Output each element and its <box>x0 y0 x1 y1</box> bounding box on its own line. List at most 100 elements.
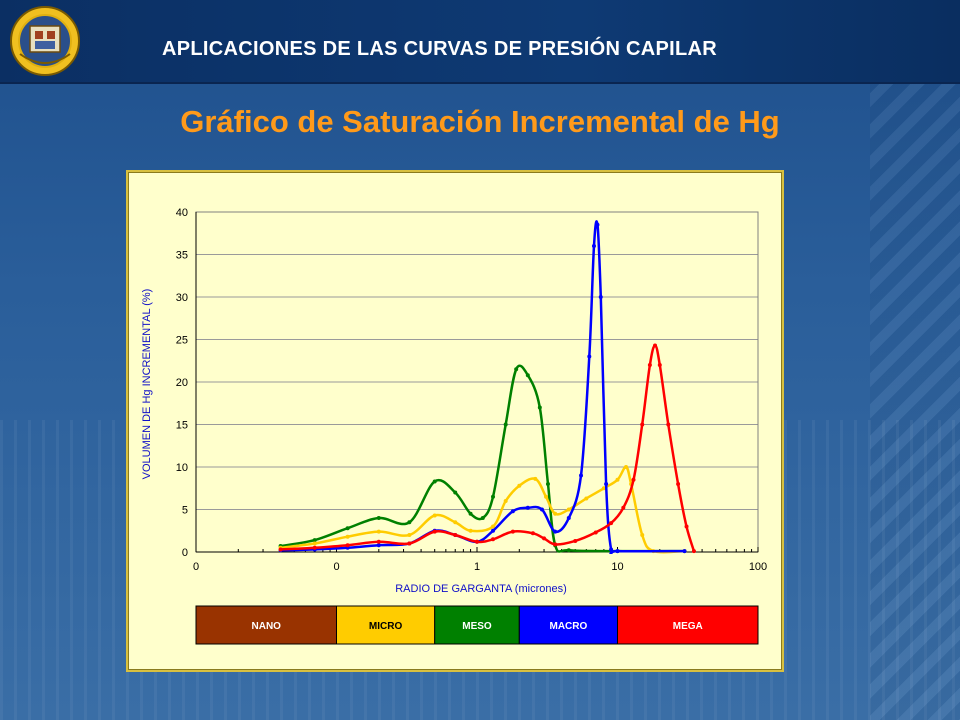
data-point <box>624 465 629 469</box>
data-point <box>432 529 437 534</box>
data-point <box>604 482 609 486</box>
data-point <box>539 507 544 512</box>
data-point <box>510 509 515 514</box>
data-point <box>491 537 496 542</box>
data-point <box>566 548 571 553</box>
size-class-bands: NANO MICRO MESO MACRO MEGA <box>195 605 759 645</box>
data-point <box>475 539 479 544</box>
data-point <box>345 526 350 531</box>
band-label: MEGA <box>673 621 703 632</box>
data-point <box>407 520 412 525</box>
data-point <box>593 530 598 535</box>
band-label: MACRO <box>550 621 588 632</box>
data-point <box>278 547 283 552</box>
data-point <box>545 482 550 486</box>
y-tick-label: 30 <box>176 292 188 304</box>
data-point <box>432 513 437 518</box>
data-point <box>453 520 458 525</box>
data-point <box>640 533 645 537</box>
data-point <box>684 524 689 529</box>
data-point <box>615 477 620 482</box>
data-point <box>407 533 412 537</box>
data-point <box>312 538 317 543</box>
data-point <box>491 524 496 529</box>
data-point <box>503 499 508 503</box>
band-label: MICRO <box>369 621 403 632</box>
band-meso <box>434 605 520 645</box>
data-point <box>312 541 317 546</box>
y-tick-label: 15 <box>176 420 188 432</box>
data-point <box>345 543 350 548</box>
y-tick-label: 5 <box>182 505 188 517</box>
data-point <box>468 528 473 533</box>
data-point <box>584 496 589 501</box>
data-point <box>647 363 652 367</box>
y-axis-label: VOLUMEN DE Hg INCREMENTAL (%) <box>141 289 153 480</box>
data-point <box>503 422 508 427</box>
y-tick-label: 0 <box>182 547 188 559</box>
x-tick-label: 0 <box>333 561 339 573</box>
data-point <box>566 507 571 512</box>
y-tick-label: 10 <box>176 462 188 474</box>
series-line <box>280 344 696 552</box>
data-point <box>553 529 558 534</box>
data-point <box>657 363 662 367</box>
x-axis-label: RADIO DE GARGANTA (micrones) <box>395 583 567 595</box>
series-line <box>280 364 685 553</box>
data-point <box>587 354 592 359</box>
university-seal-icon <box>10 6 80 76</box>
data-point <box>525 373 530 378</box>
data-point <box>432 479 437 484</box>
data-point <box>525 505 530 510</box>
y-tick-label: 40 <box>176 207 188 219</box>
y-tick-labels: 0 5 10 15 20 25 30 35 40 <box>176 207 188 559</box>
data-point <box>376 539 381 544</box>
data-point <box>601 486 606 491</box>
data-point <box>598 295 603 299</box>
data-point <box>480 516 485 520</box>
data-point <box>468 511 473 516</box>
x-tick-label: 10 <box>611 561 623 573</box>
x-tick-labels: 0 0 1 10 100 <box>193 561 767 573</box>
data-point <box>591 244 596 248</box>
band-label: MESO <box>462 621 492 632</box>
y-tick-label: 25 <box>176 335 188 347</box>
data-point <box>517 483 522 488</box>
y-tick-label: 20 <box>176 377 188 389</box>
data-point <box>542 536 547 541</box>
data-point <box>631 477 636 482</box>
data-point <box>566 516 571 520</box>
x-tick-label: 0 <box>193 561 199 573</box>
data-point <box>609 521 614 526</box>
data-point <box>453 490 458 495</box>
data-point <box>345 534 350 539</box>
data-point <box>666 422 671 427</box>
data-point <box>510 529 515 534</box>
decorative-stripes <box>870 0 960 720</box>
data-point <box>615 549 620 554</box>
y-tick-label: 35 <box>176 250 188 262</box>
data-point <box>312 545 317 550</box>
data-point <box>595 222 600 227</box>
x-tick-label: 100 <box>749 561 767 573</box>
data-point <box>676 482 681 486</box>
data-point <box>376 529 381 534</box>
data-point <box>544 494 549 499</box>
data-point <box>376 516 381 520</box>
data-point <box>691 549 696 554</box>
data-point <box>573 538 578 543</box>
data-point <box>491 528 496 533</box>
data-point <box>609 547 614 552</box>
data-point <box>553 542 558 547</box>
band-mega <box>617 605 759 645</box>
x-tick-label: 1 <box>474 561 480 573</box>
band-label: NANO <box>252 621 282 632</box>
data-point <box>621 505 626 510</box>
data-point <box>640 422 645 427</box>
data-point <box>653 343 658 348</box>
data-point <box>453 533 458 537</box>
data-point <box>579 473 584 478</box>
slide-subtitle: Gráfico de Saturación Incremental de Hg <box>180 104 780 139</box>
data-point <box>491 494 496 499</box>
